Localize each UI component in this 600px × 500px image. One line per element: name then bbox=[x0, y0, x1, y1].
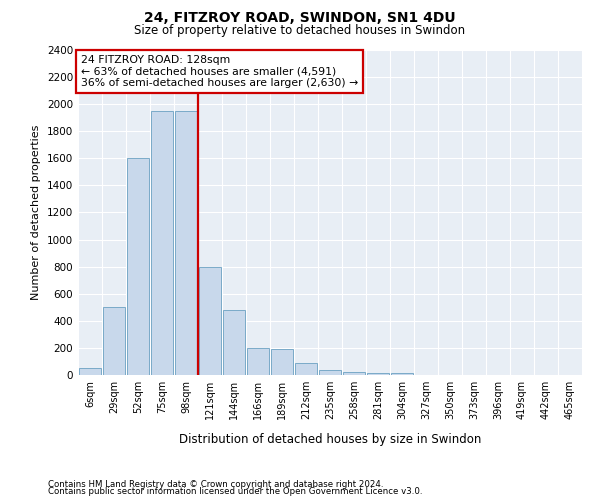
Bar bbox=[127, 158, 149, 375]
Text: Contains public sector information licensed under the Open Government Licence v3: Contains public sector information licen… bbox=[48, 488, 422, 496]
Text: 24, FITZROY ROAD, SWINDON, SN1 4DU: 24, FITZROY ROAD, SWINDON, SN1 4DU bbox=[144, 11, 456, 25]
Bar bbox=[199, 266, 221, 375]
Y-axis label: Number of detached properties: Number of detached properties bbox=[31, 125, 41, 300]
Bar bbox=[151, 111, 173, 375]
Bar bbox=[319, 370, 341, 375]
Bar bbox=[367, 373, 389, 375]
Bar bbox=[223, 310, 245, 375]
Text: Contains HM Land Registry data © Crown copyright and database right 2024.: Contains HM Land Registry data © Crown c… bbox=[48, 480, 383, 489]
Bar bbox=[103, 308, 125, 375]
Bar bbox=[271, 350, 293, 375]
Bar bbox=[391, 373, 413, 375]
Bar bbox=[79, 368, 101, 375]
Bar bbox=[343, 372, 365, 375]
Bar bbox=[175, 111, 197, 375]
Bar bbox=[295, 363, 317, 375]
Text: 24 FITZROY ROAD: 128sqm
← 63% of detached houses are smaller (4,591)
36% of semi: 24 FITZROY ROAD: 128sqm ← 63% of detache… bbox=[80, 55, 358, 88]
Text: Size of property relative to detached houses in Swindon: Size of property relative to detached ho… bbox=[134, 24, 466, 37]
Text: Distribution of detached houses by size in Swindon: Distribution of detached houses by size … bbox=[179, 432, 481, 446]
Bar bbox=[247, 348, 269, 375]
